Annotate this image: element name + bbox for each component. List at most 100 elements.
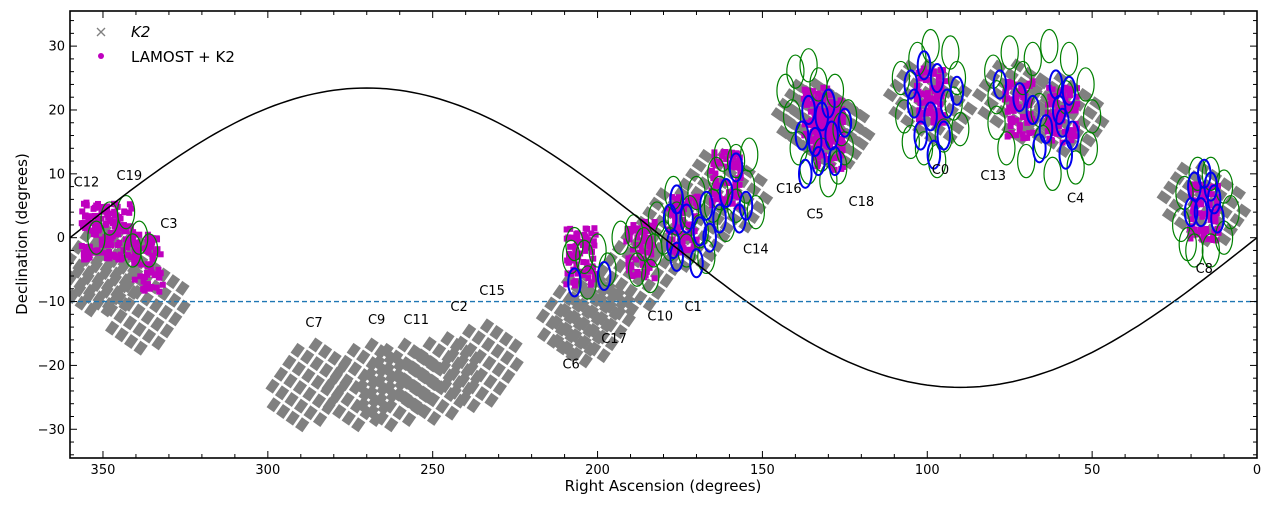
lamost-plate-blue [1210, 203, 1225, 234]
lamost-plate-blue [1203, 171, 1219, 202]
lamost-plate-blue [811, 146, 826, 177]
legend: K2 LAMOST + K2 [96, 23, 235, 66]
lamost-plate-green [1017, 143, 1036, 179]
lamost-plate-blue [692, 216, 708, 247]
campaign-label-c1: C1 [684, 300, 701, 315]
lamost-plate-green [786, 54, 805, 89]
lamost-plate-green [1201, 233, 1221, 268]
lamost-plate-green [707, 156, 726, 192]
campaign-label-c3: C3 [160, 217, 177, 232]
lamost-plate-green [667, 201, 686, 236]
lamost-plate-green [123, 233, 142, 268]
x-tick-label: 100 [915, 463, 940, 478]
lamost-plate-green [1013, 60, 1033, 96]
campaign-label-c4: C4 [1067, 192, 1084, 207]
lamost-plate-green [891, 60, 911, 96]
lamost-plate-blue [702, 222, 717, 253]
x-tick-label: 300 [255, 463, 280, 478]
lamost-plate-green [908, 41, 927, 77]
campaign-label-c7: C7 [305, 316, 322, 331]
lamost-plate-green [710, 175, 729, 211]
legend-k2-label: K2 [131, 23, 150, 41]
lamost-plate-green [746, 194, 765, 230]
lamost-plate-green [1188, 156, 1207, 192]
x-tick-label: 200 [585, 463, 610, 478]
lamost-plate-green [1178, 226, 1197, 262]
campaign-label-c16: C16 [776, 182, 802, 197]
lamost-plate-green [1043, 156, 1062, 192]
lamost-plate-green [941, 35, 960, 70]
lamost-plate-green [634, 226, 653, 262]
lamost-plate-blue [949, 75, 965, 106]
lamost-plate-green [947, 60, 967, 96]
lamost-plate-blue [798, 158, 813, 189]
lamost-plate-blue [821, 88, 836, 119]
campaign-label-c15: C15 [479, 284, 505, 299]
lamost-plate-green [740, 137, 759, 172]
lamost-plate-green [578, 265, 597, 300]
lamost-plate-blue [992, 69, 1008, 100]
legend-lamost-marker-icon [98, 53, 104, 59]
campaign-label-c5: C5 [806, 208, 823, 223]
lamost-plate-blue [794, 120, 810, 151]
lamost-plate-green [575, 239, 594, 275]
lamost-plates [87, 28, 1240, 300]
lamost-plate-blue [801, 94, 816, 126]
y-tick-label: 0 [57, 231, 65, 246]
lamost-plate-blue [1012, 82, 1027, 113]
k2-field-c15 [436, 318, 524, 414]
campaign-label-c8: C8 [1196, 262, 1213, 277]
lamost-plate-green [726, 143, 746, 179]
lamost-plate-blue [923, 101, 938, 132]
lamost-plate-green [799, 48, 818, 83]
lamost-plate-green [713, 137, 733, 172]
y-tick-label: 10 [48, 167, 65, 182]
lamost-plate-blue [1058, 139, 1074, 170]
x-tick-label: 50 [1084, 463, 1101, 478]
lamost-plate-green [987, 80, 1006, 115]
lamost-plate-green [997, 131, 1016, 166]
lamost-plate-blue [1048, 69, 1064, 100]
lamost-plate-blue [567, 267, 582, 298]
lamost-plate-blue [689, 248, 704, 279]
ecliptic-curve [70, 87, 1257, 389]
plot-frame [69, 10, 1258, 459]
campaign-label-c18: C18 [849, 195, 875, 210]
x-tick-label: 150 [750, 463, 775, 478]
lamost-plate-blue [699, 190, 714, 221]
lamost-plate-green [789, 131, 808, 166]
campaign-label-c10: C10 [647, 310, 673, 325]
campaign-label-c17: C17 [601, 332, 627, 347]
campaign-label-c14: C14 [743, 243, 769, 258]
lamost-plate-blue [712, 203, 727, 234]
lamost-plate-green [1000, 35, 1019, 70]
lamost-plate-blue [936, 120, 952, 151]
y-tick-label: 20 [48, 103, 65, 118]
lamost-plate-blue [679, 203, 694, 234]
lamost-plate-blue [728, 152, 744, 183]
lamost-plate-green [627, 252, 647, 287]
lamost-plate-green [1201, 156, 1221, 192]
campaign-label-c2: C2 [450, 300, 467, 315]
campaign-label-c0: C0 [932, 163, 949, 178]
lamost-plate-green [611, 220, 630, 255]
lamost-plate-green [139, 233, 159, 268]
campaign-label-c13: C13 [980, 169, 1006, 184]
campaign-label-c11: C11 [403, 313, 429, 328]
lamost-plate-green [641, 258, 660, 294]
lamost-plate-blue [596, 260, 612, 292]
campaign-label-c19: C19 [117, 169, 143, 184]
x-tick-label: 350 [91, 463, 116, 478]
lamost-plate-green [697, 239, 716, 275]
x-axis-label: Right Ascension (degrees) [565, 477, 762, 495]
lamost-plate-blue [1061, 75, 1077, 106]
lamost-plate-blue [827, 146, 843, 177]
y-tick-label: 30 [48, 40, 65, 55]
lamost-plate-green [1059, 41, 1079, 77]
lamost-plate-green [944, 86, 963, 121]
lamost-plate-green [1023, 41, 1042, 77]
legend-k2-marker-icon [96, 27, 106, 37]
lamost-plate-green [951, 111, 970, 147]
lamost-plate-blue [1055, 107, 1070, 138]
